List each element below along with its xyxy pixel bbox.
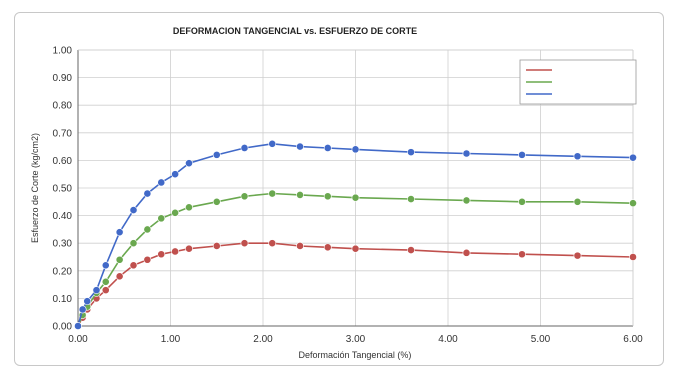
x-tick-label: 2.00	[253, 334, 273, 345]
tick-labels: 0.00 0.10 0.20 0.30 0.40 0.50 0.60 0.70 0.80 0.90…	[53, 46, 644, 346]
series-blue-point	[171, 170, 180, 179]
series-green-point	[212, 197, 221, 206]
series-green-point	[629, 199, 637, 208]
series-red-line	[77, 242, 634, 327]
series-green-point	[462, 196, 471, 205]
y-tick-label: 0.60	[53, 156, 73, 167]
x-tick-label: 1.00	[161, 334, 181, 345]
series-blue-point	[296, 142, 304, 151]
series-blue	[74, 139, 637, 330]
x-axis-label: Deformación Tangencial (%)	[299, 350, 412, 360]
series-blue-point	[240, 144, 249, 152]
series-red-point	[240, 239, 249, 248]
series-green-point	[185, 203, 193, 212]
y-axis-label: Esfuerzo de Corte (kg/cm2)	[30, 133, 40, 243]
y-tick-label: 0.20	[53, 266, 73, 277]
series-red-point	[518, 250, 526, 259]
series-red-point	[212, 242, 221, 250]
x-tick-label: 5.00	[531, 334, 551, 345]
series-blue-point	[351, 145, 360, 154]
series-red-point	[143, 255, 152, 264]
series-green-point	[351, 193, 360, 202]
series-green-point	[143, 225, 152, 234]
series-red-point	[573, 251, 582, 260]
series-blue-point	[518, 150, 526, 159]
series-blue-point	[92, 286, 101, 295]
series-green-point	[407, 195, 415, 203]
series-green-point	[171, 208, 180, 217]
series-red-point	[101, 286, 110, 295]
y-tick-label: 0.10	[53, 294, 73, 305]
series-red-point	[462, 248, 471, 257]
series-green-point	[157, 214, 166, 223]
series-red-point	[268, 239, 277, 248]
x-tick-label: 4.00	[438, 334, 458, 345]
series-red-point	[351, 244, 360, 253]
series-blue-point	[212, 150, 221, 159]
series-green-point	[518, 197, 526, 206]
x-tick-label: 0.00	[68, 334, 88, 345]
x-tick-label: 6.00	[623, 334, 643, 345]
x-tick-label: 3.00	[346, 334, 366, 345]
series-layer	[74, 139, 637, 330]
series-green-point	[115, 255, 124, 264]
series-blue-point	[185, 159, 193, 168]
series-green-point	[101, 277, 110, 286]
series-blue-point	[268, 139, 277, 148]
legend	[519, 59, 637, 105]
series-green-point	[240, 192, 249, 201]
series-red-point	[407, 246, 415, 254]
series-blue-point	[74, 322, 82, 330]
series-red-point	[323, 243, 332, 252]
series-red-point	[171, 247, 180, 256]
series-red-point	[115, 272, 124, 281]
series-blue-point	[115, 228, 124, 237]
series-red-point	[185, 244, 193, 253]
series-green-line	[77, 192, 634, 327]
series-blue-point	[323, 144, 332, 152]
series-blue-point	[629, 153, 637, 162]
y-tick-label: 0.00	[53, 322, 73, 333]
series-blue-point	[407, 148, 415, 157]
y-tick-label: 0.90	[53, 73, 73, 84]
series-blue-point	[157, 178, 166, 187]
series-green-point	[573, 197, 582, 206]
series-red-point	[157, 250, 166, 259]
series-blue-point	[78, 305, 87, 314]
series-blue-point	[83, 297, 92, 306]
series-blue-point	[462, 149, 471, 158]
series-red-point	[629, 253, 637, 261]
series-green-point	[323, 192, 332, 201]
y-tick-label: 0.40	[53, 211, 73, 222]
y-tick-label: 0.30	[53, 239, 73, 250]
y-tick-label: 0.70	[53, 128, 73, 139]
y-tick-label: 0.50	[53, 184, 73, 195]
series-blue-line	[77, 142, 634, 327]
series-green-point	[129, 239, 138, 248]
series-blue-point	[129, 206, 138, 214]
series-green-point	[268, 189, 277, 198]
series-red-point	[296, 242, 304, 250]
series-blue-point	[573, 152, 582, 161]
y-tick-label: 1.00	[53, 46, 73, 57]
series-blue-point	[143, 189, 152, 198]
chart-title: DEFORMACION TANGENCIAL vs. ESFUERZO DE C…	[173, 26, 417, 36]
y-tick-label: 0.80	[53, 101, 73, 112]
series-blue-point	[101, 261, 110, 270]
series-red-point	[129, 261, 138, 270]
series-green-point	[296, 190, 304, 199]
